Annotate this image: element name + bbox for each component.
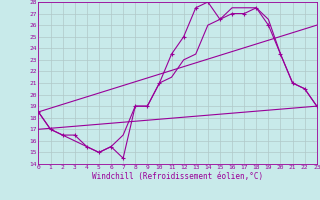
X-axis label: Windchill (Refroidissement éolien,°C): Windchill (Refroidissement éolien,°C)	[92, 172, 263, 181]
